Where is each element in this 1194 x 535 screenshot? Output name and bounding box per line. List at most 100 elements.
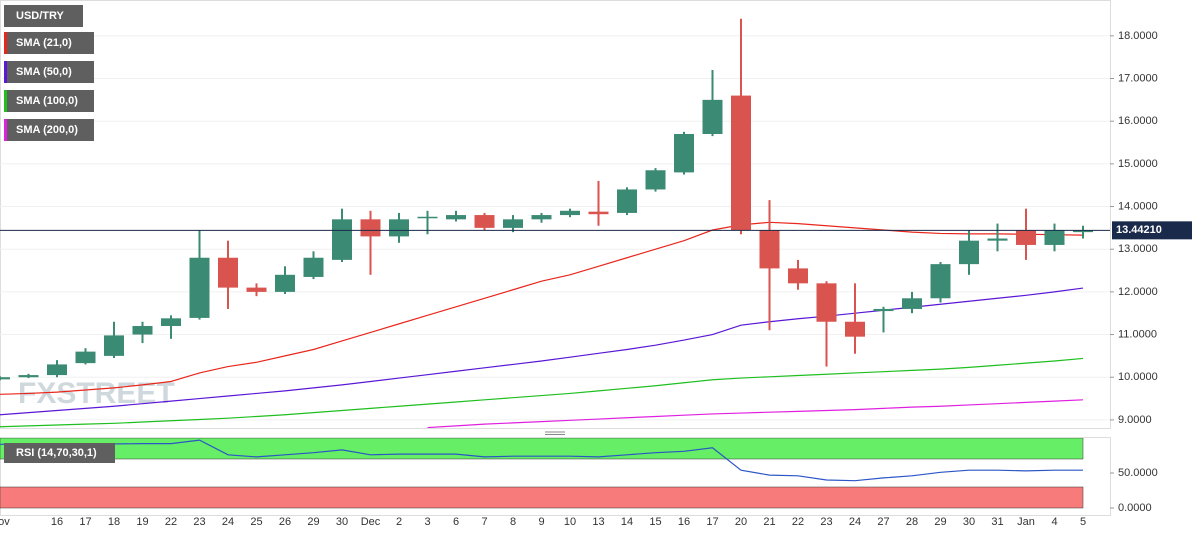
legend-symbol: USD/TRY bbox=[16, 10, 65, 22]
candle-body bbox=[930, 264, 951, 299]
x-tick-label: 29 bbox=[934, 516, 946, 528]
legend-box[interactable] bbox=[4, 61, 94, 83]
x-tick-label: 31 bbox=[991, 516, 1003, 528]
candle-body bbox=[617, 189, 637, 213]
legend-label: SMA (21,0) bbox=[16, 37, 72, 49]
candle-body bbox=[503, 219, 523, 228]
legend-box[interactable] bbox=[4, 32, 94, 54]
rsi-band bbox=[0, 438, 1084, 460]
candle-body bbox=[674, 133, 694, 173]
x-tick-label: 17 bbox=[79, 516, 91, 528]
candle-body bbox=[788, 268, 808, 284]
x-tick-label: 23 bbox=[193, 516, 205, 528]
x-tick-label: 17 bbox=[706, 516, 718, 528]
candle-body bbox=[389, 219, 409, 237]
candle-body bbox=[446, 215, 466, 220]
x-tick-label: 25 bbox=[250, 516, 262, 528]
x-tick-label: 16 bbox=[51, 516, 63, 528]
x-tick-label: 22 bbox=[792, 516, 804, 528]
y-tick-label: 15.0000 bbox=[1118, 158, 1158, 170]
legend-label: SMA (100,0) bbox=[16, 95, 78, 107]
candle-body bbox=[702, 99, 723, 134]
x-tick-label: 24 bbox=[222, 516, 234, 528]
candle-body bbox=[18, 375, 39, 378]
candle-body bbox=[588, 211, 609, 215]
x-tick-label: 26 bbox=[279, 516, 291, 528]
candle-body bbox=[275, 274, 295, 292]
candle-body bbox=[645, 170, 666, 190]
x-tick-label: 16 bbox=[678, 516, 690, 528]
candle-body bbox=[303, 257, 324, 277]
last-price-label: 13.44210 bbox=[1116, 224, 1162, 236]
x-tick-label: 8 bbox=[510, 516, 516, 528]
candle-body bbox=[1044, 230, 1065, 245]
x-tick-label: 9 bbox=[538, 516, 544, 528]
price-panel-frame bbox=[0, 0, 1111, 429]
candle-body bbox=[218, 257, 238, 288]
y-tick-label: 0.0000 bbox=[1118, 502, 1152, 514]
candle-body bbox=[104, 335, 124, 356]
y-tick-label: 9.0000 bbox=[1118, 414, 1152, 426]
x-tick-label: 30 bbox=[336, 516, 348, 528]
x-tick-label: 6 bbox=[453, 516, 459, 528]
y-tick-label: 10.0000 bbox=[1118, 371, 1158, 383]
x-tick-label: 14 bbox=[621, 516, 633, 528]
x-tick-label: 30 bbox=[963, 516, 975, 528]
sma-line bbox=[427, 399, 1084, 428]
candle-body bbox=[474, 215, 495, 228]
candle-body bbox=[531, 215, 552, 220]
y-tick-label: 18.0000 bbox=[1118, 30, 1158, 42]
candle-body bbox=[0, 377, 10, 380]
legend-box[interactable] bbox=[4, 90, 94, 112]
rsi-band bbox=[0, 486, 1084, 509]
x-tick-label: Nov bbox=[0, 516, 10, 528]
y-tick-label: 16.0000 bbox=[1118, 115, 1158, 127]
candle-body bbox=[189, 257, 210, 318]
candle-body bbox=[161, 318, 181, 327]
x-tick-label: 18 bbox=[108, 516, 120, 528]
legend-label: RSI (14,70,30,1) bbox=[16, 447, 97, 459]
x-tick-label: Jan bbox=[1017, 516, 1035, 528]
x-tick-label: 13 bbox=[592, 516, 604, 528]
legend-box[interactable] bbox=[4, 5, 83, 27]
candle-body bbox=[360, 219, 381, 237]
candle-body bbox=[75, 351, 96, 364]
candle-body bbox=[959, 240, 979, 265]
y-tick-label: 12.0000 bbox=[1118, 286, 1158, 298]
y-tick-label: 14.0000 bbox=[1118, 200, 1158, 212]
y-tick-label: 50.0000 bbox=[1118, 467, 1158, 479]
candle-body bbox=[759, 230, 780, 269]
sma-line bbox=[0, 221, 1084, 395]
x-tick-label: 22 bbox=[165, 516, 177, 528]
x-tick-label: 27 bbox=[877, 516, 889, 528]
x-tick-label: 4 bbox=[1051, 516, 1057, 528]
legend-label: SMA (50,0) bbox=[16, 66, 72, 78]
candle-body bbox=[873, 308, 894, 312]
legend-swatch bbox=[4, 61, 7, 83]
candle-body bbox=[1016, 230, 1036, 245]
x-tick-label: 19 bbox=[136, 516, 148, 528]
candle-body bbox=[845, 321, 865, 337]
candle-body bbox=[560, 210, 580, 216]
legend-box[interactable] bbox=[4, 443, 115, 463]
rsi-line bbox=[0, 439, 1083, 482]
y-tick-label: 13.0000 bbox=[1118, 243, 1158, 255]
sma-line bbox=[0, 357, 1084, 428]
legend-swatch bbox=[4, 90, 7, 112]
x-tick-label: 3 bbox=[424, 516, 430, 528]
candle-body bbox=[731, 95, 751, 231]
watermark: FXSTREET bbox=[18, 377, 175, 410]
y-tick-label: 17.0000 bbox=[1118, 72, 1158, 84]
candle-body bbox=[47, 364, 67, 376]
legend-swatch bbox=[4, 119, 7, 141]
candle-body bbox=[902, 298, 922, 309]
x-tick-label: 21 bbox=[763, 516, 775, 528]
x-tick-label: 7 bbox=[481, 516, 487, 528]
candle-body bbox=[1073, 230, 1093, 233]
legend-box[interactable] bbox=[4, 119, 94, 141]
x-tick-label: 5 bbox=[1080, 516, 1086, 528]
candle-body bbox=[132, 326, 153, 335]
rsi-panel-frame bbox=[0, 437, 1111, 516]
x-tick-label: 23 bbox=[820, 516, 832, 528]
candle-body bbox=[816, 283, 837, 322]
